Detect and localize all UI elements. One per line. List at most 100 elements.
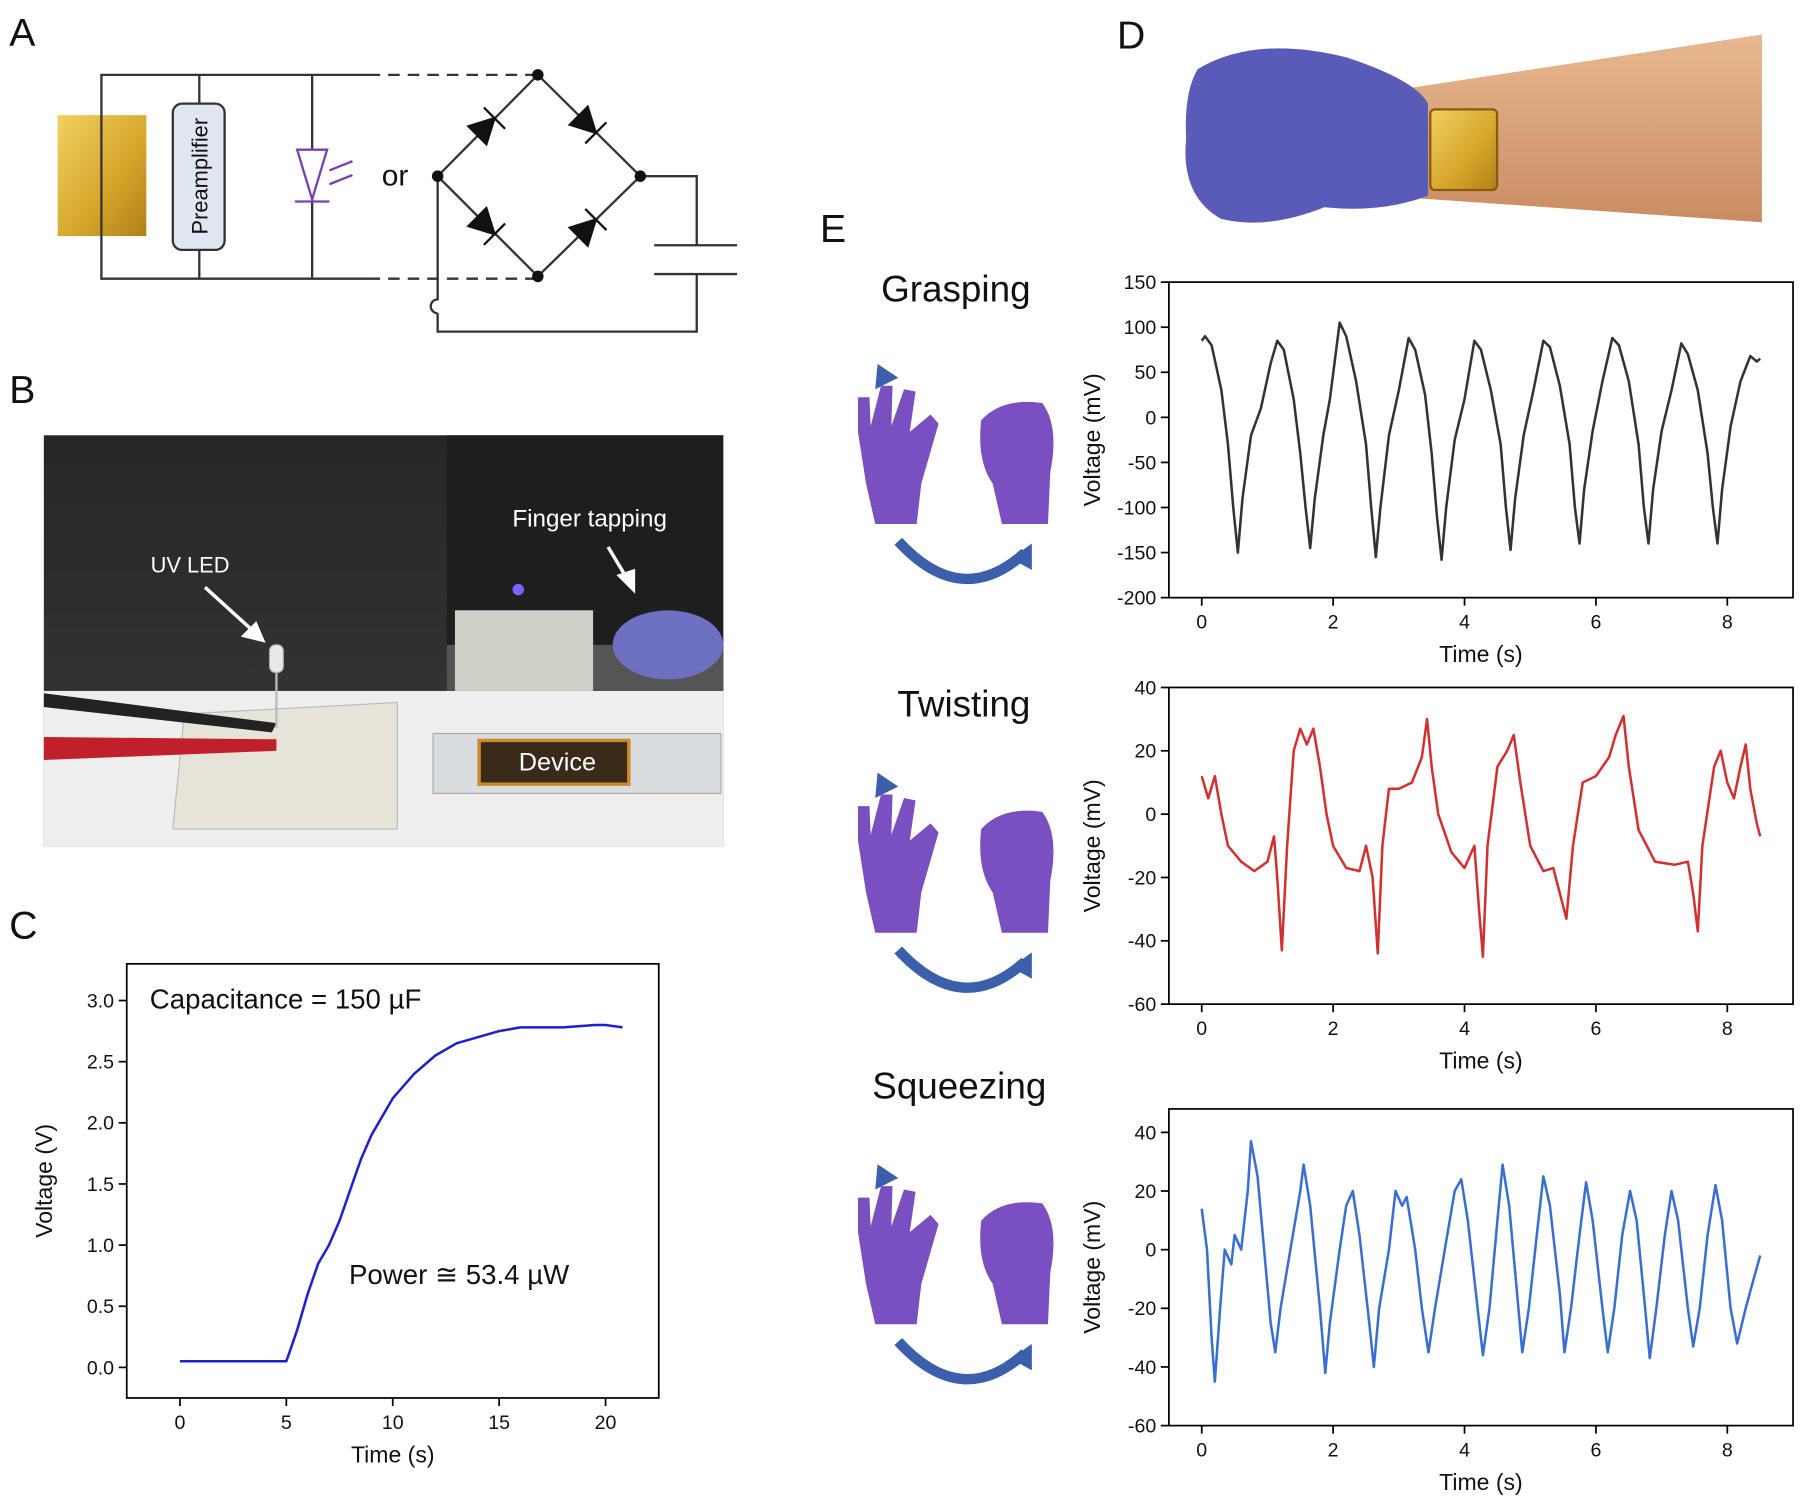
plot-frame bbox=[1168, 686, 1794, 1006]
y-tick-label: 2.5 bbox=[87, 1052, 114, 1074]
panel-label: A bbox=[9, 12, 36, 55]
data-line bbox=[179, 1023, 623, 1363]
y-tick-label: 20 bbox=[1134, 1181, 1156, 1203]
x-tick-label: 10 bbox=[382, 1412, 404, 1434]
y-tick-label: -40 bbox=[1128, 1357, 1156, 1379]
y-axis-label: Voltage (mV) bbox=[1079, 373, 1105, 506]
y-tick-label: 40 bbox=[1134, 1122, 1156, 1144]
annotation: Capacitance = 150 µF bbox=[150, 984, 422, 1015]
plot-frame bbox=[1168, 1108, 1794, 1427]
plot-frame bbox=[1168, 281, 1794, 599]
y-tick-label: 0.5 bbox=[87, 1296, 114, 1318]
y-tick-label: -150 bbox=[1117, 542, 1156, 564]
led-label: UV LED bbox=[151, 552, 230, 577]
y-tick-label: -60 bbox=[1128, 994, 1156, 1016]
x-tick-label: 2 bbox=[1328, 1440, 1339, 1462]
y-tick-label: 20 bbox=[1134, 741, 1156, 763]
y-tick-label: 150 bbox=[1124, 272, 1157, 294]
x-tick-label: 20 bbox=[595, 1412, 617, 1434]
hand bbox=[980, 401, 1054, 524]
x-tick-label: 0 bbox=[1196, 612, 1207, 634]
y-tick-label: -200 bbox=[1117, 588, 1156, 610]
hand bbox=[980, 810, 1054, 933]
x-tick-label: 0 bbox=[1196, 1440, 1207, 1462]
or-label: or bbox=[382, 159, 409, 192]
x-tick-label: 15 bbox=[488, 1412, 510, 1434]
tapping-label: Finger tapping bbox=[512, 505, 667, 532]
y-axis-label: Voltage (mV) bbox=[1079, 1201, 1105, 1334]
hand bbox=[857, 1186, 939, 1325]
data-line bbox=[1200, 1139, 1762, 1383]
hand bbox=[857, 794, 939, 933]
gesture-illustration bbox=[857, 772, 1054, 993]
y-tick-label: -40 bbox=[1128, 931, 1156, 953]
gesture-illustration bbox=[857, 363, 1054, 585]
panel-label: B bbox=[9, 369, 35, 412]
x-tick-label: 5 bbox=[281, 1412, 292, 1434]
x-tick-label: 2 bbox=[1328, 1018, 1339, 1040]
x-tick-label: 4 bbox=[1459, 1440, 1470, 1462]
gesture-illustration bbox=[857, 1164, 1054, 1385]
y-tick-label: 0.0 bbox=[87, 1357, 114, 1379]
hand bbox=[857, 385, 939, 524]
y-tick-label: 3.0 bbox=[87, 990, 114, 1012]
y-axis-label: Voltage (mV) bbox=[1079, 779, 1105, 912]
cycle-arrow-head bbox=[1011, 543, 1032, 571]
y-tick-label: 40 bbox=[1134, 677, 1156, 699]
y-tick-label: -100 bbox=[1117, 497, 1156, 519]
amplifier-label: Preamplifier bbox=[187, 118, 212, 235]
circuit bbox=[57, 69, 738, 333]
y-tick-label: -20 bbox=[1128, 1298, 1156, 1320]
x-tick-label: 8 bbox=[1722, 612, 1733, 634]
cycle-arrow-head bbox=[1011, 1343, 1032, 1371]
y-axis-label: Voltage (V) bbox=[31, 1124, 57, 1238]
x-axis-label: Time (s) bbox=[1439, 1469, 1523, 1495]
device-label: Device bbox=[519, 748, 596, 776]
cycle-arrow-head bbox=[875, 363, 899, 390]
gesture-label: Grasping bbox=[881, 269, 1030, 310]
x-tick-label: 8 bbox=[1722, 1440, 1733, 1462]
gesture-label: Twisting bbox=[897, 683, 1030, 724]
x-tick-label: 6 bbox=[1590, 1018, 1601, 1040]
hand bbox=[980, 1202, 1054, 1325]
x-axis-label: Time (s) bbox=[1439, 1048, 1523, 1074]
x-tick-label: 4 bbox=[1459, 612, 1470, 634]
cycle-arrow-head bbox=[875, 772, 899, 799]
y-tick-label: 0 bbox=[1145, 1240, 1156, 1262]
y-tick-label: 50 bbox=[1134, 362, 1156, 384]
photo-d bbox=[1185, 34, 1762, 223]
y-tick-label: -50 bbox=[1128, 452, 1156, 474]
photo-b bbox=[43, 435, 724, 847]
x-axis-label: Time (s) bbox=[351, 1441, 435, 1467]
y-tick-label: 2.0 bbox=[87, 1113, 114, 1135]
x-tick-label: 4 bbox=[1459, 1018, 1470, 1040]
x-tick-label: 6 bbox=[1590, 1440, 1601, 1462]
y-tick-label: 1.0 bbox=[87, 1235, 114, 1257]
y-tick-label: 0 bbox=[1145, 804, 1156, 826]
cycle-arrow-head bbox=[875, 1164, 899, 1190]
plot-frame bbox=[125, 962, 660, 1399]
panel-label: C bbox=[9, 905, 37, 948]
annotation: Power ≅ 53.4 µW bbox=[349, 1259, 569, 1290]
cycle-arrow bbox=[894, 1338, 1029, 1385]
x-tick-label: 2 bbox=[1328, 612, 1339, 634]
x-tick-label: 6 bbox=[1590, 612, 1601, 634]
x-axis-label: Time (s) bbox=[1439, 641, 1523, 667]
cycle-arrow bbox=[894, 537, 1029, 585]
x-tick-label: 0 bbox=[1196, 1018, 1207, 1040]
y-tick-label: 100 bbox=[1124, 317, 1157, 339]
x-tick-label: 0 bbox=[174, 1412, 185, 1434]
y-tick-label: 1.5 bbox=[87, 1174, 114, 1196]
cycle-arrow bbox=[894, 946, 1029, 993]
data-line bbox=[1200, 714, 1762, 958]
y-tick-label: -20 bbox=[1128, 867, 1156, 889]
x-tick-label: 8 bbox=[1722, 1018, 1733, 1040]
data-line bbox=[1200, 321, 1762, 562]
panel-label: E bbox=[820, 208, 846, 251]
y-tick-label: 0 bbox=[1145, 407, 1156, 429]
gesture-label: Squeezing bbox=[872, 1066, 1046, 1107]
panel-label: D bbox=[1117, 14, 1145, 57]
cycle-arrow-head bbox=[1011, 952, 1032, 979]
